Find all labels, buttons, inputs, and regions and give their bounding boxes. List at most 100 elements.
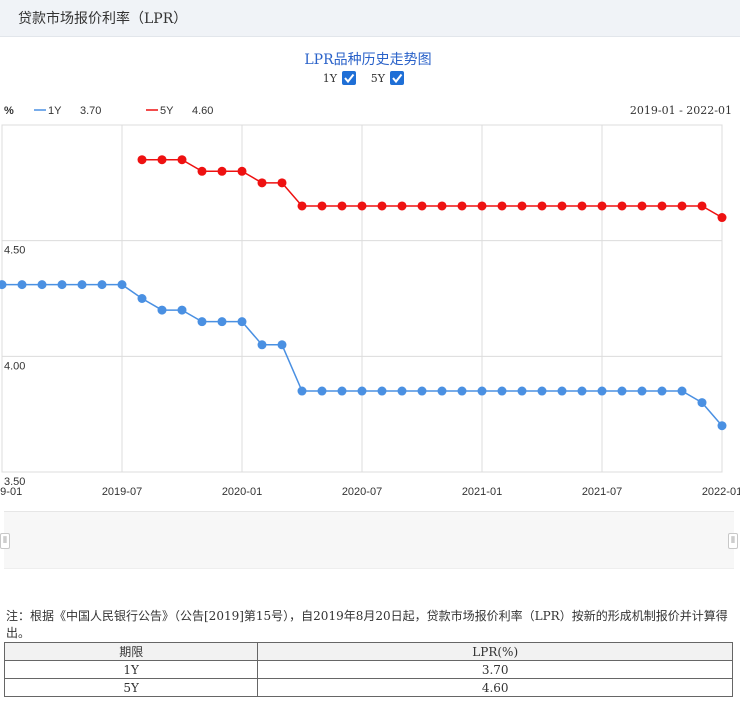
page-header: 贷款市场报价利率（LPR） [0, 0, 740, 37]
toggle-1y-label: 1Y [323, 72, 338, 85]
data-point-5y[interactable] [177, 155, 187, 165]
data-point-1y[interactable] [137, 294, 147, 303]
data-point-1y[interactable] [57, 280, 67, 290]
series-line-5y [142, 158, 723, 219]
unit-label: % [4, 105, 14, 117]
toggle-5y-checkbox[interactable] [390, 71, 404, 85]
data-point-1y[interactable] [197, 317, 207, 327]
data-point-5y[interactable] [577, 201, 587, 211]
data-point-1y[interactable] [97, 280, 107, 290]
data-point-5y[interactable] [657, 201, 667, 211]
data-point-5y[interactable] [197, 166, 207, 176]
data-point-5y[interactable] [417, 201, 427, 211]
data-point-1y[interactable] [437, 386, 447, 396]
data-point-5y[interactable] [437, 201, 447, 211]
data-point-1y[interactable] [297, 386, 307, 396]
data-point-5y[interactable] [477, 201, 487, 211]
data-point-1y[interactable] [217, 317, 227, 327]
data-point-1y[interactable] [317, 386, 327, 396]
data-point-1y[interactable] [617, 386, 627, 396]
scroll-handle-right[interactable]: ⦀ [728, 533, 738, 549]
data-point-5y[interactable] [617, 201, 627, 211]
data-point-1y[interactable] [697, 398, 707, 408]
data-point-1y[interactable] [117, 280, 127, 290]
chart-title: LPR品种历史走势图 [304, 52, 431, 68]
toggle-5y-label: 5Y [371, 72, 386, 85]
data-point-1y[interactable] [157, 305, 167, 315]
data-point-1y[interactable] [557, 386, 567, 396]
data-point-5y[interactable] [517, 201, 527, 211]
data-point-5y[interactable] [557, 201, 567, 211]
legend-1y[interactable]: 1Y 3.70 [34, 105, 101, 117]
data-point-5y[interactable] [217, 166, 227, 176]
series-layer [0, 155, 727, 431]
data-point-1y[interactable] [0, 280, 7, 290]
data-point-5y[interactable] [697, 201, 707, 211]
data-point-1y[interactable] [377, 386, 387, 396]
x-tick-label: 2019-01 [0, 486, 22, 498]
data-point-1y[interactable] [77, 280, 87, 290]
legend-5y[interactable]: 5Y 4.60 [146, 105, 213, 117]
legend-5y-name: 5Y [160, 105, 174, 117]
data-point-5y[interactable] [357, 201, 367, 211]
x-tick-label: 2021-07 [582, 486, 622, 498]
data-point-1y[interactable] [177, 305, 187, 315]
data-point-1y[interactable] [337, 386, 347, 396]
table-header-row: 期限 LPR(%) [3, 642, 733, 661]
data-point-1y[interactable] [577, 386, 587, 396]
legend-5y-value: 4.60 [192, 105, 213, 117]
data-point-1y[interactable] [537, 386, 547, 396]
data-point-1y[interactable] [397, 386, 407, 396]
data-point-1y[interactable] [637, 386, 647, 396]
data-point-5y[interactable] [377, 201, 387, 211]
data-point-5y[interactable] [237, 166, 247, 176]
data-point-1y[interactable] [237, 317, 247, 327]
data-point-5y[interactable] [297, 201, 307, 211]
date-range-label: 2019-01 - 2022-01 [630, 104, 732, 117]
footnote: 注：根据《中国人民银行公告》（公告[2019]第15号），自2019年8月20日… [6, 609, 728, 640]
y-tick-label: 4.00 [4, 360, 25, 372]
data-point-1y[interactable] [417, 386, 427, 396]
data-point-1y[interactable] [717, 421, 727, 431]
data-point-1y[interactable] [17, 280, 27, 290]
y-tick-label: 3.50 [4, 476, 25, 488]
data-point-5y[interactable] [157, 155, 167, 165]
legend-1y-value: 3.70 [80, 105, 101, 117]
x-tick-label: 2022-01 [702, 486, 740, 498]
data-point-5y[interactable] [137, 155, 147, 165]
toggle-1y-checkbox[interactable] [342, 71, 356, 85]
data-point-1y[interactable] [257, 340, 267, 350]
data-point-5y[interactable] [457, 201, 467, 211]
y-axis: 3.50 4.00 4.50 [4, 245, 25, 488]
data-point-5y[interactable] [537, 201, 547, 211]
scroll-handle-left[interactable]: ⦀ [0, 533, 10, 549]
data-point-1y[interactable] [677, 386, 687, 396]
data-point-1y[interactable] [277, 340, 287, 350]
data-point-5y[interactable] [397, 201, 407, 211]
x-tick-label: 2020-01 [222, 486, 262, 498]
table-header-lpr: LPR(%) [257, 642, 733, 661]
data-point-1y[interactable] [357, 386, 367, 396]
data-point-5y[interactable] [677, 201, 687, 211]
data-point-1y[interactable] [497, 386, 507, 396]
data-point-1y[interactable] [597, 386, 607, 396]
table-cell-rate: 3.70 [257, 660, 733, 679]
data-point-1y[interactable] [477, 386, 487, 396]
x-tick-label: 2020-07 [342, 486, 382, 498]
chart-range-scrollbar[interactable]: ⦀ ⦀ [0, 511, 738, 569]
data-point-5y[interactable] [497, 201, 507, 211]
data-point-1y[interactable] [457, 386, 467, 396]
data-point-5y[interactable] [597, 201, 607, 211]
data-point-5y[interactable] [717, 213, 727, 223]
data-point-1y[interactable] [517, 386, 527, 396]
data-point-5y[interactable] [637, 201, 647, 211]
data-point-5y[interactable] [257, 178, 267, 188]
data-point-5y[interactable] [317, 201, 327, 211]
table-row: 5Y 4.60 [3, 678, 733, 697]
data-point-1y[interactable] [37, 280, 47, 290]
table-header-term: 期限 [3, 642, 259, 661]
data-point-5y[interactable] [277, 178, 287, 188]
data-point-5y[interactable] [337, 201, 347, 211]
x-tick-label: 2019-07 [102, 486, 142, 498]
data-point-1y[interactable] [657, 386, 667, 396]
